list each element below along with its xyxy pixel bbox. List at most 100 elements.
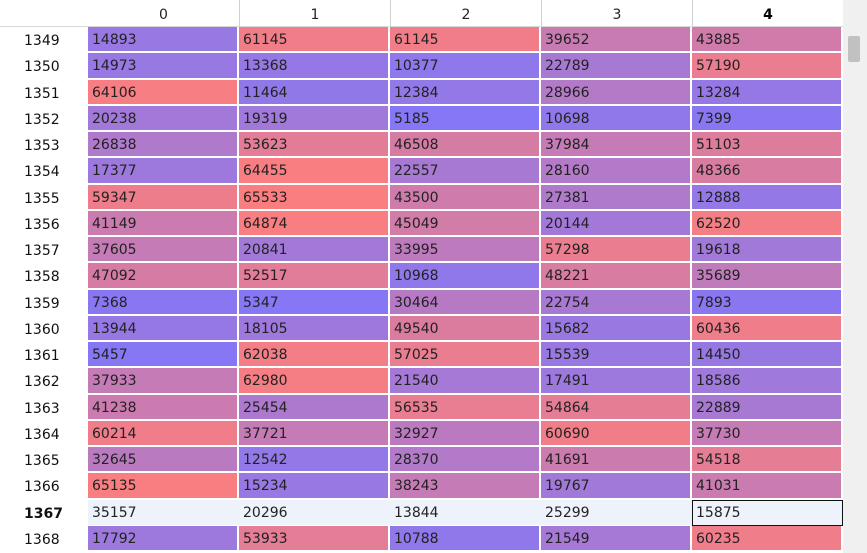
table-cell[interactable]: 33995 <box>390 237 541 264</box>
row-index-label[interactable]: 1354 <box>0 158 88 185</box>
row-index-label[interactable]: 1358 <box>0 263 88 290</box>
row-index-label[interactable]: 1356 <box>0 210 88 237</box>
table-cell[interactable]: 20238 <box>88 105 239 132</box>
table-cell[interactable]: 60690 <box>541 420 692 447</box>
table-cell[interactable]: 51103 <box>692 132 843 159</box>
table-cell[interactable]: 22557 <box>390 158 541 185</box>
table-cell[interactable]: 57190 <box>692 53 843 80</box>
table-cell[interactable]: 13368 <box>239 53 390 80</box>
table-cell[interactable]: 60436 <box>692 315 843 342</box>
row-index-label[interactable]: 1363 <box>0 394 88 421</box>
table-cell[interactable]: 37933 <box>88 368 239 395</box>
table-cell[interactable]: 10377 <box>390 53 541 80</box>
table-cell[interactable]: 5347 <box>239 289 390 316</box>
table-cell[interactable]: 48366 <box>692 158 843 185</box>
table-cell[interactable]: 64106 <box>88 79 239 106</box>
table-cell[interactable]: 64874 <box>239 210 390 237</box>
row-index-label[interactable]: 1367 <box>0 499 88 526</box>
table-cell[interactable]: 13944 <box>88 315 239 342</box>
table-cell[interactable]: 62520 <box>692 210 843 237</box>
table-cell[interactable]: 7368 <box>88 289 239 316</box>
table-cell[interactable]: 46508 <box>390 132 541 159</box>
table-cell[interactable]: 12888 <box>692 184 843 211</box>
table-cell[interactable]: 48221 <box>541 263 692 290</box>
table-cell[interactable]: 54864 <box>541 394 692 421</box>
table-cell[interactable]: 27381 <box>541 184 692 211</box>
table-cell[interactable]: 21540 <box>390 368 541 395</box>
table-cell[interactable]: 14893 <box>88 27 239 54</box>
row-index-label[interactable]: 1359 <box>0 289 88 316</box>
table-cell[interactable]: 22789 <box>541 53 692 80</box>
table-cell[interactable]: 56535 <box>390 394 541 421</box>
table-cell[interactable]: 13844 <box>390 499 541 526</box>
table-cell[interactable]: 30464 <box>390 289 541 316</box>
table-cell[interactable]: 57025 <box>390 342 541 369</box>
table-cell[interactable]: 15875 <box>692 499 843 526</box>
table-cell[interactable]: 61145 <box>390 27 541 54</box>
row-index-label[interactable]: 1365 <box>0 447 88 474</box>
table-cell[interactable]: 41691 <box>541 447 692 474</box>
scrollbar-thumb[interactable] <box>848 36 860 62</box>
table-cell[interactable]: 17377 <box>88 158 239 185</box>
row-index-label[interactable]: 1349 <box>0 27 88 54</box>
table-cell[interactable]: 65135 <box>88 473 239 500</box>
table-cell[interactable]: 32927 <box>390 420 541 447</box>
table-cell[interactable]: 38243 <box>390 473 541 500</box>
column-header-3[interactable]: 3 <box>541 0 692 26</box>
row-index-label[interactable]: 1366 <box>0 473 88 500</box>
row-index-label[interactable]: 1362 <box>0 368 88 395</box>
table-cell[interactable]: 37721 <box>239 420 390 447</box>
table-cell[interactable]: 11464 <box>239 79 390 106</box>
table-cell[interactable]: 12384 <box>390 79 541 106</box>
row-index-label[interactable]: 1357 <box>0 237 88 264</box>
row-index-label[interactable]: 1355 <box>0 184 88 211</box>
table-cell[interactable]: 7399 <box>692 105 843 132</box>
table-cell[interactable]: 17792 <box>88 525 239 552</box>
table-cell[interactable]: 5185 <box>390 105 541 132</box>
table-cell[interactable]: 13284 <box>692 79 843 106</box>
table-cell[interactable]: 62980 <box>239 368 390 395</box>
table-cell[interactable]: 28370 <box>390 447 541 474</box>
table-cell[interactable]: 37605 <box>88 237 239 264</box>
table-cell[interactable]: 35689 <box>692 263 843 290</box>
table-cell[interactable]: 65533 <box>239 184 390 211</box>
table-cell[interactable]: 17491 <box>541 368 692 395</box>
table-cell[interactable]: 20296 <box>239 499 390 526</box>
table-cell[interactable]: 41238 <box>88 394 239 421</box>
table-cell[interactable]: 14450 <box>692 342 843 369</box>
table-cell[interactable]: 26838 <box>88 132 239 159</box>
table-cell[interactable]: 37984 <box>541 132 692 159</box>
table-cell[interactable]: 43500 <box>390 184 541 211</box>
table-cell[interactable]: 37730 <box>692 420 843 447</box>
table-cell[interactable]: 20841 <box>239 237 390 264</box>
column-header-0[interactable]: 0 <box>159 7 168 23</box>
row-index-label[interactable]: 1352 <box>0 105 88 132</box>
column-header-1[interactable]: 1 <box>239 0 390 26</box>
column-header-4[interactable]: 4 <box>692 0 843 26</box>
table-cell[interactable]: 47092 <box>88 263 239 290</box>
table-cell[interactable]: 61145 <box>239 27 390 54</box>
row-index-label[interactable]: 1360 <box>0 315 88 342</box>
table-cell[interactable]: 21549 <box>541 525 692 552</box>
table-cell[interactable]: 15234 <box>239 473 390 500</box>
table-cell[interactable]: 60214 <box>88 420 239 447</box>
table-cell[interactable]: 28160 <box>541 158 692 185</box>
table-cell[interactable]: 12542 <box>239 447 390 474</box>
table-cell[interactable]: 53623 <box>239 132 390 159</box>
table-cell[interactable]: 28966 <box>541 79 692 106</box>
table-cell[interactable]: 32645 <box>88 447 239 474</box>
table-cell[interactable]: 19319 <box>239 105 390 132</box>
table-cell[interactable]: 20144 <box>541 210 692 237</box>
table-cell[interactable]: 14973 <box>88 53 239 80</box>
table-cell[interactable]: 59347 <box>88 184 239 211</box>
table-cell[interactable]: 53933 <box>239 525 390 552</box>
row-index-label[interactable]: 1368 <box>0 525 88 552</box>
table-cell[interactable]: 60235 <box>692 525 843 552</box>
row-index-label[interactable]: 1351 <box>0 79 88 106</box>
table-cell[interactable]: 57298 <box>541 237 692 264</box>
column-header-2[interactable]: 2 <box>390 0 541 26</box>
row-index-label[interactable]: 1364 <box>0 420 88 447</box>
table-cell[interactable]: 39652 <box>541 27 692 54</box>
row-index-label[interactable]: 1361 <box>0 342 88 369</box>
table-cell[interactable]: 64455 <box>239 158 390 185</box>
